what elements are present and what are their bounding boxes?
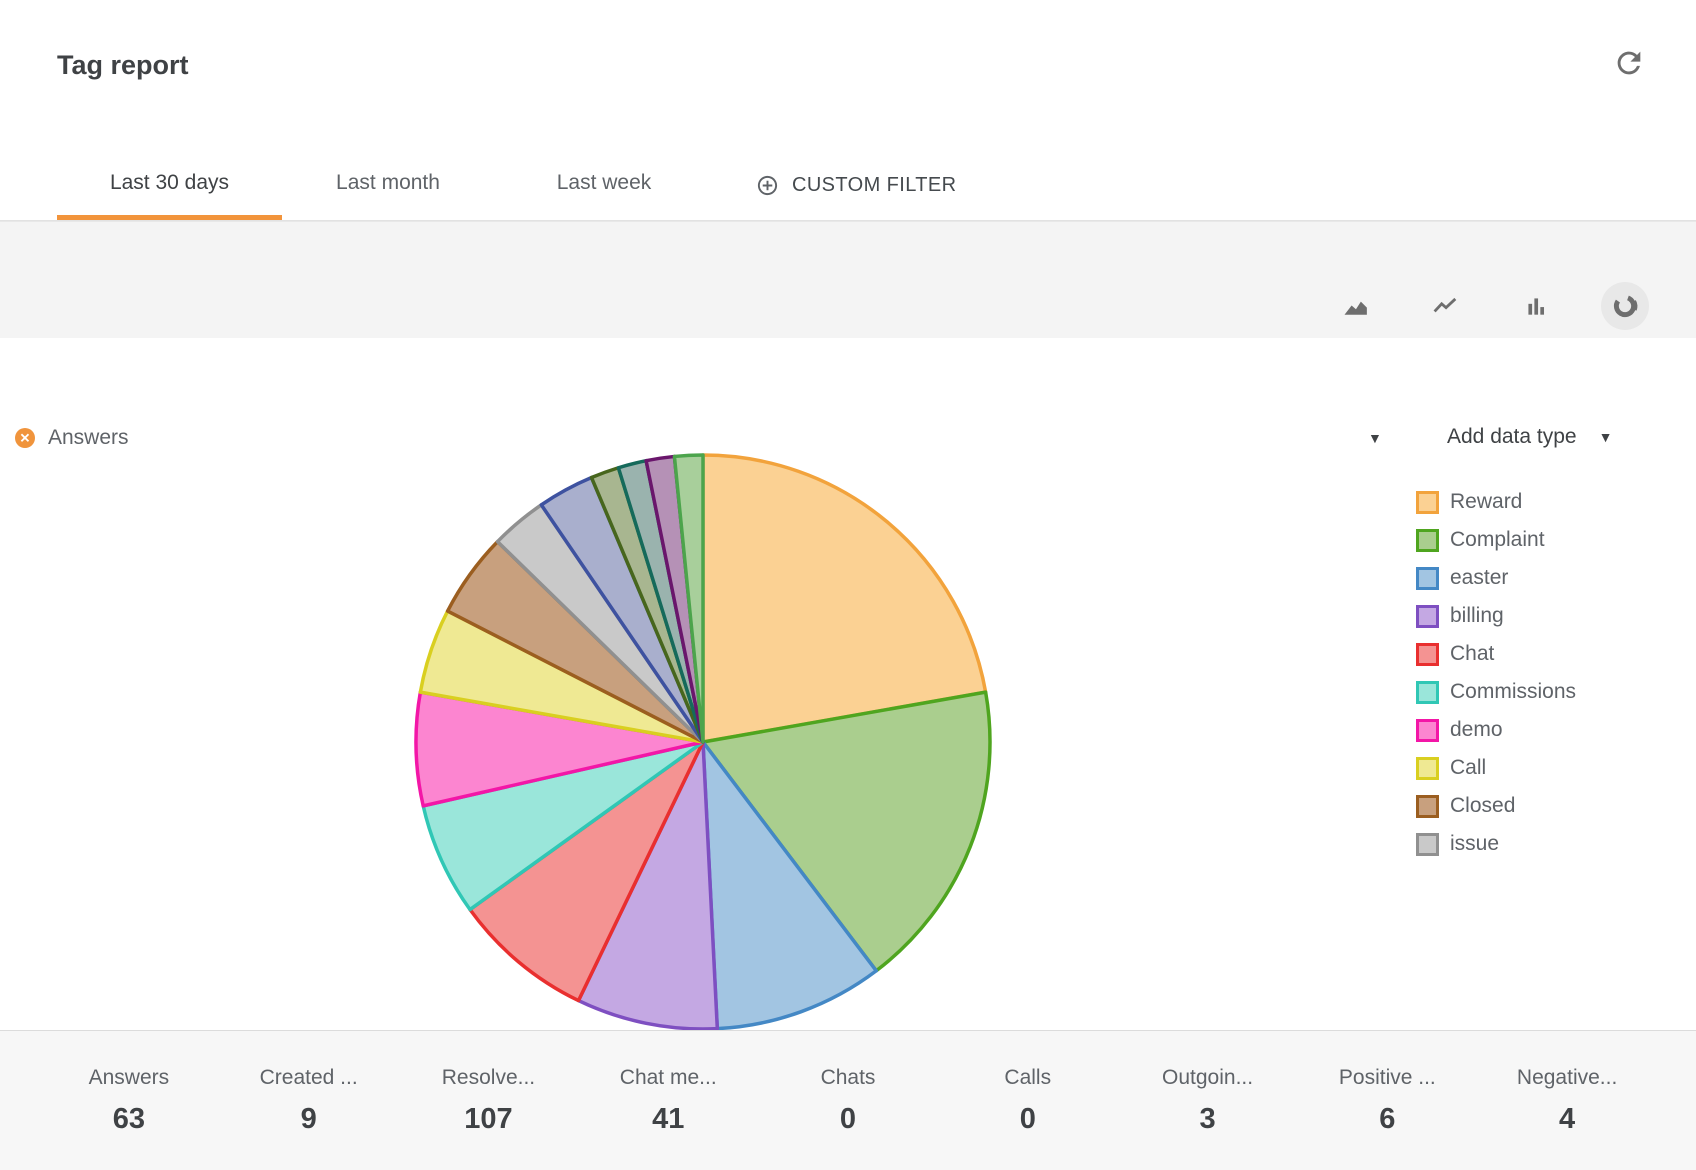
line-chart-button[interactable]	[1421, 282, 1469, 330]
pie-slice-unlabeled[interactable]	[672, 453, 705, 744]
legend-label: Commissions	[1450, 680, 1577, 703]
stat-value: 0	[839, 1102, 857, 1135]
pie-slice-chat[interactable]	[468, 740, 705, 1003]
legend-item-chat[interactable]: Chat	[1416, 635, 1576, 673]
pie-chart	[414, 453, 992, 1031]
legend-item-commissions[interactable]: Commissions	[1416, 673, 1576, 711]
add-data-type-dropdown[interactable]: Add data type ▼	[1447, 425, 1612, 449]
chevron-down-icon: ▼	[1598, 429, 1613, 445]
stat-label: Positive ...	[1338, 1065, 1436, 1089]
donut-chart-icon	[1613, 295, 1638, 318]
stat-label: Created ...	[259, 1065, 358, 1089]
legend-label: easter	[1450, 566, 1509, 589]
stat-label: Chat me...	[619, 1065, 717, 1089]
refresh-button[interactable]	[1612, 46, 1646, 80]
legend-item-closed[interactable]: Closed	[1416, 787, 1576, 825]
legend-item-complaint[interactable]: Complaint	[1416, 521, 1576, 559]
stat-value: 63	[112, 1102, 146, 1135]
legend-item-reward[interactable]: Reward	[1416, 483, 1576, 521]
area-chart-button[interactable]	[1332, 282, 1380, 330]
stat-calls: Calls 0	[938, 1066, 1118, 1136]
stat-negative: Negative... 4	[1477, 1066, 1657, 1136]
legend-item-call[interactable]: Call	[1416, 749, 1576, 787]
stat-label: Chats	[820, 1065, 876, 1089]
series-collapse-caret[interactable]: ▼	[1368, 430, 1382, 446]
stat-answers: Answers 63	[39, 1066, 219, 1136]
legend-label: billing	[1450, 604, 1504, 627]
stat-value: 4	[1559, 1102, 1576, 1135]
legend-item-easter[interactable]: easter	[1416, 559, 1576, 597]
legend-label: Call	[1450, 756, 1487, 779]
legend-swatch	[1416, 756, 1439, 780]
stat-created: Created ... 9	[219, 1066, 399, 1136]
stat-value: 3	[1199, 1102, 1216, 1135]
page-title: Tag report	[57, 50, 189, 80]
date-range-tabs: Last 30 days Last month Last week CUSTOM F…	[0, 150, 1696, 221]
pie-slice-billing[interactable]	[576, 740, 720, 1031]
legend-swatch	[1416, 566, 1439, 590]
tab-last-week[interactable]: Last week	[556, 170, 652, 194]
pie-legend: Reward Complaint easter billing Chat Commissi…	[1416, 483, 1576, 863]
stat-label: Calls	[1004, 1065, 1052, 1089]
legend-swatch	[1416, 832, 1439, 856]
stats-bar: Answers 63 Created ... 9 Resolve... 107 Chat m…	[0, 1030, 1696, 1170]
add-circle-icon	[757, 175, 778, 195]
legend-label: demo	[1450, 718, 1503, 741]
pie-slice-easter[interactable]	[701, 740, 879, 1031]
legend-label: Complaint	[1450, 528, 1545, 551]
tab-last-30-days[interactable]: Last 30 days	[57, 150, 282, 220]
add-data-type-label: Add data type	[1447, 425, 1577, 448]
stat-value: 9	[300, 1102, 317, 1135]
area-chart-icon	[1344, 301, 1367, 315]
pie-slice-demo[interactable]	[414, 690, 705, 808]
tab-last-month[interactable]: Last month	[336, 170, 440, 194]
remove-series-button[interactable]: ✕	[15, 428, 35, 448]
legend-swatch	[1416, 718, 1439, 742]
stat-value: 0	[1019, 1102, 1036, 1135]
legend-label: Closed	[1450, 794, 1516, 817]
legend-swatch	[1416, 794, 1439, 818]
chart-toolbar-band	[0, 221, 1696, 338]
stat-value: 6	[1379, 1102, 1396, 1135]
pie-slice-reward[interactable]	[701, 453, 988, 744]
stat-chats: Chats 0	[758, 1066, 938, 1136]
refresh-icon	[1617, 51, 1641, 75]
pie-slice-commissions[interactable]	[421, 740, 705, 912]
legend-label: issue	[1450, 832, 1500, 855]
donut-chart-button[interactable]	[1601, 282, 1649, 330]
legend-swatch	[1416, 604, 1439, 628]
legend-item-demo[interactable]: demo	[1416, 711, 1576, 749]
stat-chat-me: Chat me... 41	[578, 1066, 758, 1136]
pie-slice-complaint[interactable]	[701, 690, 992, 973]
legend-item-issue[interactable]: issue	[1416, 825, 1576, 863]
legend-label: Chat	[1450, 642, 1495, 665]
custom-filter-button[interactable]: CUSTOM FILTER	[756, 150, 956, 220]
stat-outgoin: Outgoin... 3	[1118, 1066, 1298, 1136]
stat-label: Outgoin...	[1162, 1065, 1254, 1089]
series-label: Answers	[48, 426, 129, 449]
legend-swatch	[1416, 490, 1439, 514]
stat-resolve: Resolve... 107	[399, 1066, 579, 1136]
legend-label: Reward	[1450, 490, 1523, 513]
legend-item-billing[interactable]: billing	[1416, 597, 1576, 635]
legend-swatch	[1416, 528, 1439, 552]
bar-chart-button[interactable]	[1512, 282, 1560, 330]
stat-label: Answers	[88, 1065, 170, 1089]
legend-swatch	[1416, 642, 1439, 666]
bar-chart-icon	[1528, 298, 1545, 315]
stat-value: 41	[652, 1102, 685, 1135]
line-chart-icon	[1433, 297, 1456, 313]
stat-label: Resolve...	[441, 1065, 536, 1089]
stat-label: Negative...	[1516, 1065, 1618, 1089]
stat-value: 107	[464, 1102, 513, 1135]
custom-filter-label: CUSTOM FILTER	[792, 173, 957, 196]
cancel-icon: ✕	[19, 430, 31, 445]
stat-positive: Positive ... 6	[1297, 1066, 1477, 1136]
series-row: ✕ Answers	[15, 426, 129, 450]
legend-swatch	[1416, 680, 1439, 704]
